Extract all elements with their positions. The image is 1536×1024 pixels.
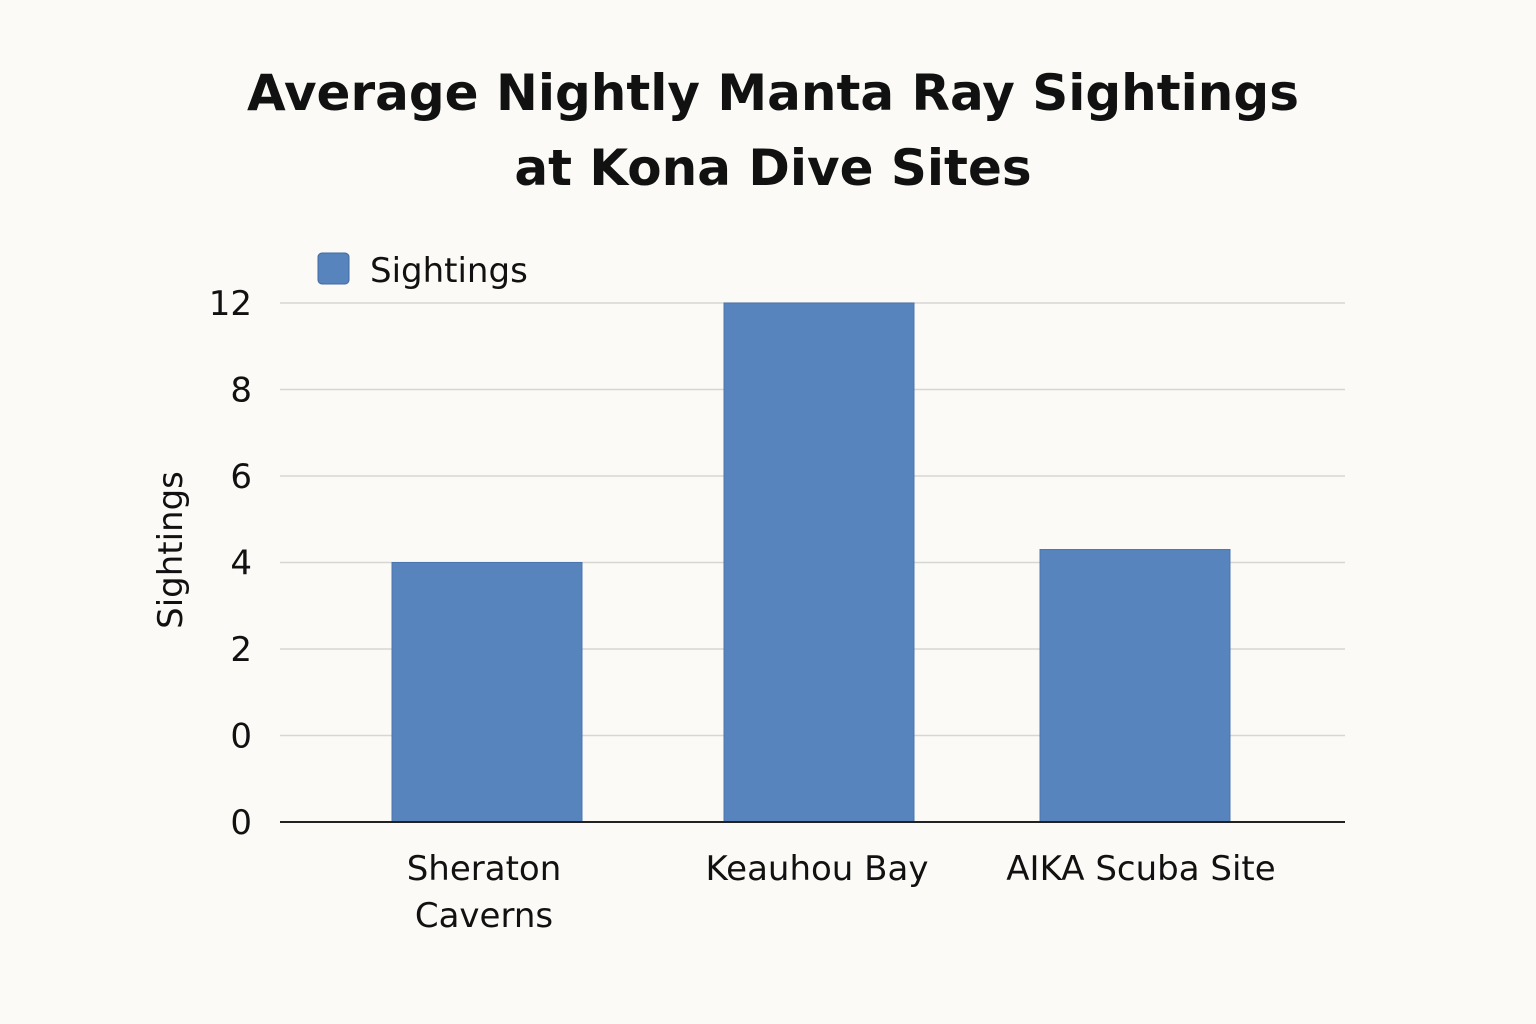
y-tick-label: 0	[230, 717, 252, 757]
y-tick-label: 8	[230, 371, 252, 411]
y-tick-label: 0	[230, 803, 252, 843]
chart-title-line: at Kona Dive Sites	[514, 139, 1031, 197]
y-axis-ticks: 0 0 2 4 6 8 12	[209, 284, 252, 843]
bar	[391, 562, 583, 823]
y-tick-label: 4	[230, 544, 252, 584]
chart-title-line: Average Nightly Manta Ray Sightings	[247, 64, 1299, 122]
y-tick-label: 12	[209, 284, 252, 324]
legend-label: Sightings	[370, 251, 528, 291]
y-tick-label: 6	[230, 457, 252, 497]
x-tick-label: AIKA Scuba Site	[1006, 849, 1275, 889]
bars	[391, 302, 1231, 823]
x-tick-label: Sheraton Caverns	[407, 849, 562, 936]
legend: Sightings	[317, 251, 528, 291]
y-axis-title: Sightings	[151, 471, 191, 629]
y-axis-title-text: Sightings	[151, 471, 191, 629]
chart-title: Average Nightly Manta Ray Sightings at Ko…	[247, 64, 1299, 197]
y-tick-label: 2	[230, 630, 252, 670]
legend-swatch	[317, 252, 350, 285]
x-tick-label: Keauhou Bay	[706, 849, 929, 889]
bar	[723, 302, 915, 823]
x-axis-categories: Sheraton Caverns Keauhou Bay AIKA Scuba Sit…	[407, 849, 1276, 936]
bar	[1039, 549, 1231, 823]
